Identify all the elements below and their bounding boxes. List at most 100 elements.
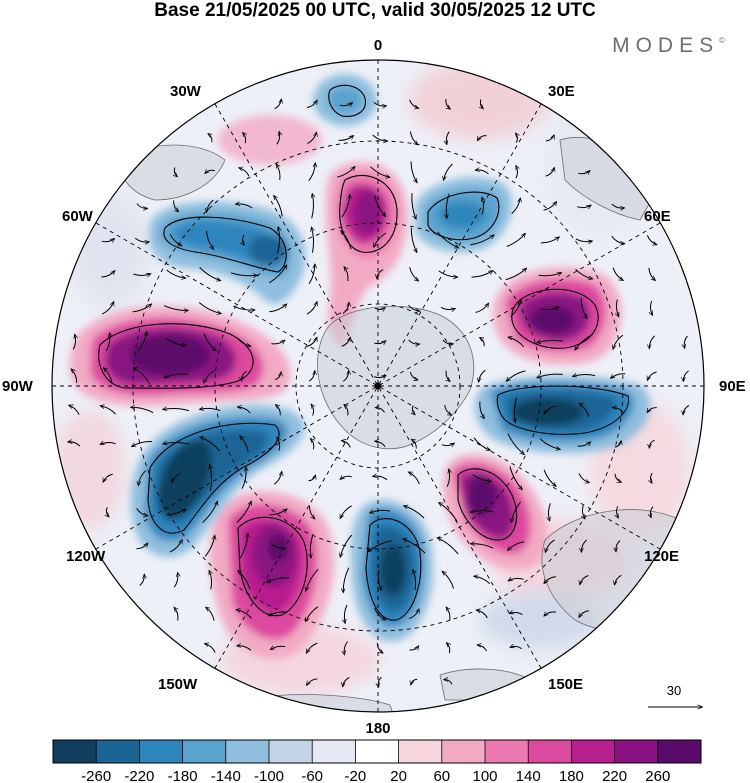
wind-arrow [308, 505, 314, 518]
wind-arrow [472, 474, 491, 482]
wind-arrow [580, 297, 587, 319]
wind-arrow [209, 571, 211, 590]
wind-arrow [174, 167, 177, 177]
wind-arrow [614, 441, 621, 448]
wind-arrow [579, 610, 590, 617]
wind-arrow [614, 473, 621, 482]
wind-arrow [540, 237, 559, 244]
wind-arrow [511, 501, 521, 522]
wind-arrow [136, 332, 147, 353]
colorbar-segment [269, 740, 313, 763]
colorbar-segment [528, 740, 572, 763]
colorbar-segment [182, 740, 227, 763]
wind-arrow [344, 641, 349, 655]
wind-arrow [374, 375, 386, 377]
wind-arrow [539, 438, 560, 450]
wind-arrow [537, 340, 564, 342]
reference-vector: 30 [648, 683, 702, 707]
wind-arrow [576, 205, 591, 207]
wind-arrow [101, 239, 115, 242]
wind-arrow [132, 441, 153, 447]
wind-arrow [273, 472, 281, 485]
wind-arrow [573, 374, 596, 376]
colorbar-segment [398, 740, 443, 763]
wind-arrow [368, 540, 392, 552]
wind-arrow [308, 163, 315, 182]
wind-arrow [200, 437, 221, 452]
wind-arrow [578, 171, 590, 174]
wind-arrow [412, 405, 414, 415]
colorbar-tick-label: 260 [645, 768, 670, 783]
wind-arrow [376, 408, 385, 413]
wind-arrow [374, 308, 385, 310]
colorbar-tick-label: 140 [516, 768, 541, 783]
wind-arrow [340, 476, 352, 479]
wind-arrow [243, 133, 246, 144]
wind-arrow [470, 235, 494, 246]
wind-arrow [516, 133, 518, 143]
wind-arrow [374, 341, 385, 344]
colorbar-segment [614, 740, 659, 763]
wind-arrow [409, 131, 417, 144]
wind-arrow [374, 232, 387, 247]
wind-arrow [545, 135, 554, 142]
wind-arrow [236, 501, 251, 523]
wind-arrow [476, 170, 489, 175]
wind-arrow [306, 568, 319, 591]
wind-arrow [683, 370, 689, 381]
wind-arrow [237, 646, 252, 651]
wind-arrow [575, 268, 593, 279]
wind-arrow [236, 610, 252, 619]
wind-arrow [69, 405, 80, 415]
wind-arrow [475, 304, 489, 313]
wind-arrow [206, 607, 215, 621]
map-title: Base 21/05/2025 00 UTC, valid 30/05/2025… [154, 0, 596, 21]
wind-arrow [442, 572, 455, 589]
wind-arrow [134, 368, 151, 385]
wind-arrow [370, 510, 391, 513]
wind-arrow [470, 510, 494, 512]
wind-arrow [132, 304, 152, 313]
wind-arrow [269, 611, 288, 616]
wind-arrow [581, 539, 587, 552]
lon-label-120e: 120E [644, 548, 679, 565]
wind-arrow [446, 607, 450, 621]
wind-arrow [340, 505, 352, 518]
wind-arrow [166, 338, 186, 346]
wind-arrow [233, 305, 254, 310]
wind-arrow [409, 371, 417, 380]
wind-arrow [343, 567, 350, 593]
colorbar-tick-label: 60 [433, 768, 450, 783]
lon-label-60w: 60W [62, 208, 94, 225]
wind-arrow [240, 436, 249, 452]
colorbar: -260 -220 -180 -140 -100 -60 -20 20 60 100 140 180 2… [52, 739, 702, 783]
wind-arrow [307, 678, 318, 685]
colorbar-segment [355, 740, 400, 763]
wind-arrow [510, 646, 522, 650]
wind-arrow [575, 238, 592, 242]
wind-arrow [71, 369, 78, 383]
wind-arrow [208, 134, 212, 143]
wind-arrow [507, 433, 524, 455]
lon-label-120w: 120W [66, 548, 106, 565]
wind-arrow [243, 234, 245, 245]
wind-arrow [648, 267, 655, 280]
wind-arrow [378, 676, 382, 686]
wind-arrow [440, 306, 455, 309]
wind-arrow [477, 645, 488, 652]
wind-arrow [205, 644, 216, 653]
wind-arrow [507, 370, 526, 381]
wind-arrow [307, 132, 317, 145]
wind-arrow [611, 203, 624, 208]
longitude-labels: 0 30E 60E 90E 120E 150E 180 150W 120W 90… [2, 37, 746, 737]
wind-arrow [403, 539, 426, 554]
wind-arrow [413, 570, 416, 591]
wind-arrow [200, 408, 221, 412]
colorbar-tick-label: -180 [168, 768, 198, 783]
colorbar-tick-label: 20 [390, 768, 407, 783]
wind-arrow [105, 333, 110, 352]
wind-arrow [311, 439, 314, 450]
colorbar-tick-label: 100 [472, 768, 497, 783]
wind-arrow [166, 269, 186, 278]
wind-arrow [277, 437, 280, 451]
